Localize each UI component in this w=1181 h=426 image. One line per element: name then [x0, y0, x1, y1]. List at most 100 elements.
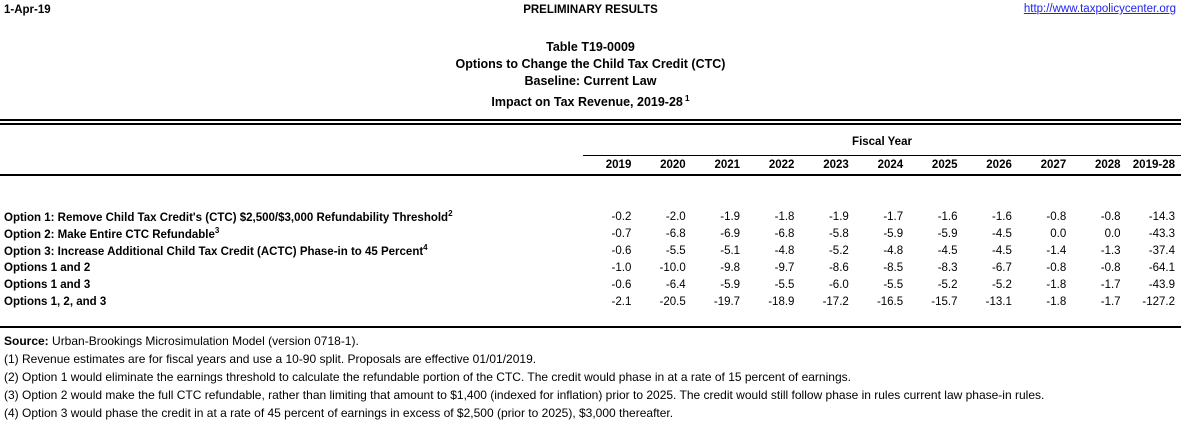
- footnote-marker: 3: [214, 226, 220, 236]
- table-body: Option 1: Remove Child Tax Credit's (CTC…: [0, 175, 1181, 310]
- table-row: Option 2: Make Entire CTC Refundable3 -0.…: [0, 225, 1181, 242]
- value-cell: -18.9: [768, 295, 795, 308]
- top-bar: 1-Apr-19 PRELIMINARY RESULTS http://www.…: [0, 0, 1181, 20]
- value-cell: -6.8: [665, 227, 686, 240]
- year-column-header: 2023: [800, 155, 855, 177]
- value-cell: -4.5: [992, 227, 1012, 240]
- table-row: Option 3: Increase Additional Child Tax …: [0, 242, 1181, 259]
- value-cell: -37.4: [1148, 244, 1175, 257]
- row-label: Options 1 and 3: [0, 276, 583, 293]
- preliminary-results-label: PRELIMINARY RESULTS: [523, 4, 658, 16]
- taxpolicycenter-link[interactable]: http://www.taxpolicycenter.org: [1023, 3, 1176, 15]
- value-cell: -9.8: [720, 261, 741, 274]
- value-cell: -1.7: [1100, 295, 1121, 308]
- value-cell: -1.7: [883, 210, 904, 223]
- year-row-spacer: [0, 155, 583, 177]
- value-cell: -16.5: [876, 295, 904, 308]
- value-cell: -43.3: [1148, 227, 1175, 240]
- value-cell: -17.2: [822, 295, 849, 308]
- value-cell: -2.1: [611, 295, 632, 308]
- group-header-row: Fiscal Year: [0, 125, 1181, 156]
- row-label: Option 3: Increase Additional Child Tax …: [0, 242, 583, 259]
- value-cell: -1.9: [720, 210, 741, 223]
- value-cell: -0.2: [611, 210, 632, 223]
- title-footnote-marker: 1: [684, 93, 690, 103]
- year-column-header: 2024: [854, 155, 910, 177]
- value-cell: -4.8: [883, 244, 904, 257]
- source-line: Source: Urban-Brookings Microsimulation …: [4, 332, 1181, 350]
- value-cell: -43.9: [1148, 278, 1175, 291]
- source-text: Urban-Brookings Microsimulation Model (v…: [48, 334, 359, 349]
- value-cell: -5.9: [883, 227, 904, 240]
- year-column-header: 2026: [963, 155, 1018, 177]
- value-cell: -5.9: [937, 227, 958, 240]
- row-label: Options 1 and 2: [0, 259, 583, 276]
- value-cell: -1.7: [1100, 278, 1121, 291]
- year-column-header: 2028: [1072, 155, 1127, 177]
- year-header-row: 2019 2020 2021 2022 2023 2024 2025 2026 2027 2028…: [0, 155, 1181, 177]
- year-column-header: 2021: [691, 155, 747, 177]
- source-label: Source:: [4, 334, 49, 349]
- value-cell: -5.9: [720, 278, 741, 291]
- value-cell: -0.6: [611, 278, 632, 291]
- table-row: Options 1 and 3 -0.6 -6.4 -5.9 -5.5 -6.0 -5.5 -…: [0, 276, 1181, 293]
- year-column-header: 2019: [583, 155, 638, 177]
- value-cell: -9.7: [774, 261, 795, 274]
- value-cell: -127.2: [1142, 295, 1175, 308]
- revenue-impact-table: Fiscal Year 2019 2020 2021 2022 2023 2024 2025…: [0, 125, 1181, 310]
- top-double-rule: [0, 119, 1181, 126]
- footnote-line: (1) Revenue estimates are for fiscal yea…: [4, 352, 537, 367]
- value-cell: -1.6: [937, 210, 958, 223]
- row-label: Options 1, 2, and 3: [0, 293, 583, 310]
- row-label-text: Options 1 and 3: [4, 278, 91, 291]
- value-cell: -5.2: [937, 278, 958, 291]
- value-cell: -4.5: [992, 244, 1012, 257]
- value-cell: -13.1: [985, 295, 1012, 308]
- value-cell: -6.8: [774, 227, 795, 240]
- value-cell: -0.8: [1046, 261, 1067, 274]
- value-cell: -10.0: [659, 261, 686, 274]
- footnote-line: (4) Option 3 would phase the credit in a…: [4, 406, 674, 421]
- value-cell: -5.5: [883, 278, 904, 291]
- value-cell: -0.7: [611, 227, 632, 240]
- value-cell: -1.4: [1046, 244, 1067, 257]
- value-cell: -6.9: [720, 227, 741, 240]
- value-cell: -0.6: [611, 244, 632, 257]
- impact-title-line: Impact on Tax Revenue, 2019-28 1: [0, 90, 1181, 111]
- table-row: Options 1, 2, and 3 -2.1 -20.5 -19.7 -18.9 -1…: [0, 293, 1181, 310]
- footnote-line: (2) Option 1 would eliminate the earning…: [4, 370, 851, 385]
- table-row: Options 1 and 2 -1.0 -10.0 -9.8 -9.7 -8.6 -8.5…: [0, 259, 1181, 276]
- value-cell: -8.6: [828, 261, 849, 274]
- value-cell: -6.0: [828, 278, 849, 291]
- row-label: Option 1: Remove Child Tax Credit's (CTC…: [0, 208, 583, 225]
- value-cell: -15.7: [931, 295, 958, 308]
- value-cell: -5.2: [828, 244, 849, 257]
- row-label-text: Option 3: Increase Additional Child Tax …: [4, 246, 424, 259]
- bottom-rule: [0, 326, 1181, 329]
- value-cell: -1.9: [828, 210, 849, 223]
- value-cell: 0.0: [1104, 227, 1121, 240]
- value-cell: -0.8: [1100, 261, 1121, 274]
- value-cell: -4.5: [937, 244, 958, 257]
- value-cell: -1.0: [611, 261, 632, 274]
- fiscal-year-header: Fiscal Year: [583, 125, 1181, 156]
- impact-title-text: Impact on Tax Revenue, 2019-28: [491, 95, 683, 110]
- table-head: Fiscal Year 2019 2020 2021 2022 2023 2024 2025…: [0, 125, 1181, 177]
- value-cell: -1.8: [1046, 295, 1067, 308]
- value-cell: -1.8: [1046, 278, 1067, 291]
- value-cell: -5.5: [774, 278, 795, 291]
- value-cell: -5.1: [720, 244, 741, 257]
- baseline-title: Baseline: Current Law: [524, 74, 657, 88]
- value-cell: -20.5: [659, 295, 686, 308]
- footnotes-block: Source: Urban-Brookings Microsimulation …: [0, 328, 1181, 422]
- value-cell: -4.8: [774, 244, 795, 257]
- row-label-text: Options 1, 2, and 3: [4, 295, 107, 308]
- value-cell: -6.7: [992, 261, 1012, 274]
- year-column-header: 2019-28: [1126, 155, 1181, 177]
- date-label: 1-Apr-19: [4, 4, 51, 16]
- year-column-header: 2022: [746, 155, 801, 177]
- year-column-header: 2020: [637, 155, 692, 177]
- table-subject-title: Options to Change the Child Tax Credit (…: [455, 57, 726, 71]
- row-label: Option 2: Make Entire CTC Refundable3: [0, 225, 583, 242]
- value-cell: -2.0: [665, 210, 686, 223]
